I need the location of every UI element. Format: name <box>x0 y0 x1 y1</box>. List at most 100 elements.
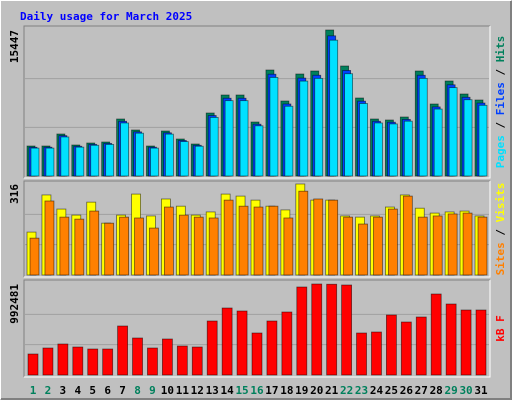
x-tick-label: 26 <box>400 384 414 397</box>
bar <box>343 216 354 276</box>
bar <box>163 206 174 276</box>
bar <box>135 132 144 177</box>
bar <box>74 218 85 276</box>
x-tick-label: 16 <box>250 384 264 397</box>
bar <box>445 303 457 376</box>
bar <box>268 205 279 276</box>
y-tick-label: 316 <box>8 184 21 204</box>
bar <box>30 147 40 177</box>
x-tick-label: 10 <box>161 384 174 397</box>
bar <box>463 99 473 177</box>
bar <box>415 316 427 376</box>
bar <box>448 87 458 177</box>
x-tick-label: 24 <box>370 384 384 397</box>
bar <box>385 314 397 376</box>
x-tick-label: 4 <box>74 384 81 397</box>
bar <box>45 147 55 177</box>
bar <box>266 320 278 376</box>
bar <box>298 190 309 276</box>
bar <box>105 144 115 177</box>
bar <box>417 216 428 276</box>
legend-entry: Hits <box>494 36 507 63</box>
bar <box>477 216 488 276</box>
bar <box>299 80 309 177</box>
legend-entry: Pages <box>494 135 507 168</box>
bar <box>191 346 203 376</box>
bar <box>373 216 383 276</box>
bar <box>87 348 99 376</box>
legend: kB F <box>494 315 507 342</box>
bar <box>284 105 294 177</box>
x-tick-label: 6 <box>104 384 111 397</box>
bar <box>314 77 324 177</box>
bar <box>462 212 473 276</box>
x-tick-label: 23 <box>355 384 368 397</box>
bar <box>460 309 472 376</box>
bar <box>89 210 100 276</box>
panel-bevel <box>24 26 491 179</box>
y-tick-label: 15447 <box>8 30 21 63</box>
legend-entry: Sites <box>494 242 507 275</box>
bar <box>329 39 339 177</box>
bar <box>478 104 488 177</box>
bar <box>179 141 189 177</box>
bar <box>251 332 263 376</box>
x-tick-label: 18 <box>280 384 293 397</box>
bar <box>281 311 293 376</box>
x-tick-label: 14 <box>221 384 235 397</box>
x-tick-label: 12 <box>191 384 204 397</box>
bar <box>387 208 398 276</box>
legend-entry: kB F <box>494 315 507 342</box>
x-tick-label: 2 <box>45 384 52 397</box>
legend-separator: / <box>494 222 507 242</box>
bar <box>194 145 204 177</box>
bar <box>27 353 39 376</box>
x-tick-label: 9 <box>149 384 156 397</box>
x-tick-label: 3 <box>60 384 67 397</box>
bar <box>430 293 442 376</box>
bar <box>164 133 174 177</box>
x-tick-label: 8 <box>134 384 141 397</box>
bar <box>253 206 264 276</box>
chart-title: Daily usage for March 2025 <box>20 10 192 23</box>
bar <box>193 216 204 276</box>
panel-bevel <box>23 25 490 178</box>
bar <box>104 222 115 276</box>
bar <box>269 77 279 177</box>
bar <box>147 347 158 376</box>
bar <box>75 146 85 177</box>
legend-entry: Files <box>494 82 507 115</box>
bar <box>120 122 129 177</box>
bar <box>400 321 412 376</box>
x-tick-label: 31 <box>474 384 488 397</box>
bar <box>208 217 219 276</box>
x-tick-label: 7 <box>119 384 126 397</box>
bar <box>341 284 353 376</box>
bar <box>224 100 234 177</box>
panel-bevel <box>23 279 490 377</box>
x-tick-label: 30 <box>459 384 472 397</box>
x-tick-label: 20 <box>310 384 323 397</box>
bar <box>447 213 458 276</box>
legend: Pages / Files / Hits <box>494 36 507 169</box>
bar <box>236 310 248 376</box>
panel-bevel <box>23 180 490 277</box>
bar <box>102 348 114 376</box>
bar <box>72 346 84 376</box>
bar <box>433 108 443 177</box>
legend-entry: Visits <box>494 183 507 223</box>
bar <box>344 73 354 177</box>
bar <box>60 136 70 177</box>
x-tick-label: 11 <box>176 384 190 397</box>
bar <box>403 120 413 177</box>
bar <box>161 338 173 376</box>
bar <box>178 214 189 276</box>
bar <box>356 332 367 376</box>
bar <box>221 307 233 376</box>
panel-bevel <box>24 181 491 278</box>
bar <box>283 217 294 276</box>
bar <box>359 103 368 177</box>
y-tick-label: 992481 <box>8 284 21 324</box>
